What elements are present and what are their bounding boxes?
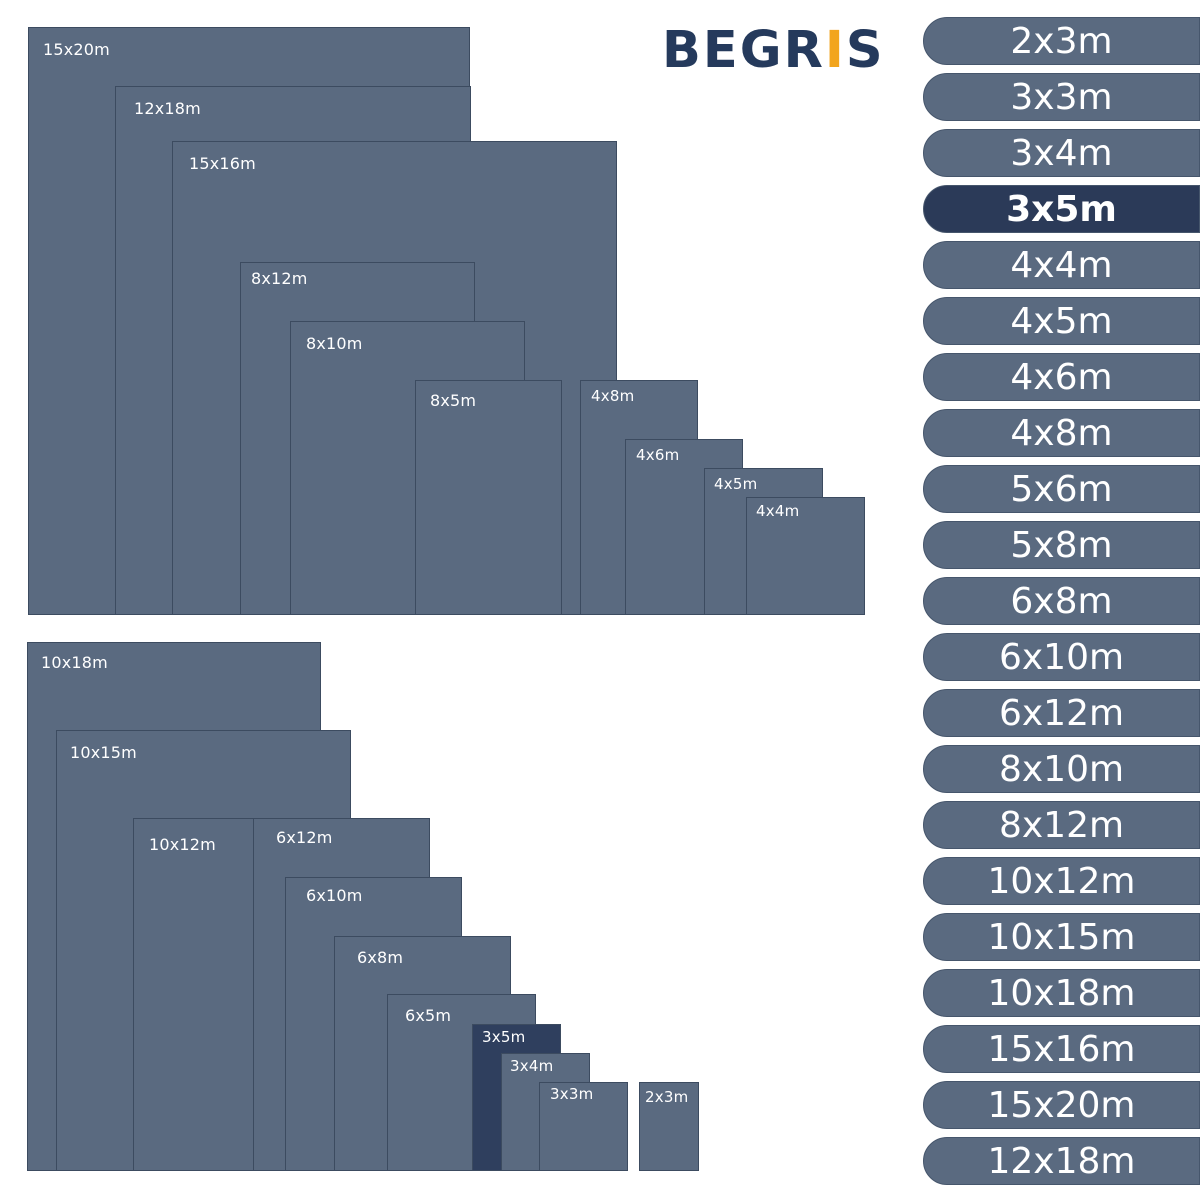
- size-option-4x5m[interactable]: 4x5m: [923, 297, 1200, 345]
- size-option-label: 5x8m: [1010, 524, 1113, 566]
- size-rect-label: 6x8m: [357, 948, 404, 967]
- size-rect-label: 2x3m: [645, 1088, 689, 1106]
- size-option-label: 12x18m: [987, 1140, 1136, 1182]
- size-option-4x8m[interactable]: 4x8m: [923, 409, 1200, 457]
- size-option-15x16m[interactable]: 15x16m: [923, 1025, 1200, 1073]
- size-option-label: 6x8m: [1010, 580, 1113, 622]
- size-rect-label: 10x15m: [70, 743, 137, 762]
- size-option-label: 5x6m: [1010, 468, 1113, 510]
- size-rect-label: 4x5m: [714, 475, 758, 493]
- size-rect-label: 6x5m: [405, 1006, 452, 1025]
- size-rect-label: 8x10m: [306, 334, 363, 353]
- size-rect-8x5: 8x5m: [415, 380, 562, 615]
- size-option-6x10m[interactable]: 6x10m: [923, 633, 1200, 681]
- size-option-label: 10x12m: [987, 860, 1136, 902]
- logo-letter-s: S: [845, 20, 885, 80]
- size-rect-label: 6x12m: [276, 828, 333, 847]
- size-rect-label: 4x6m: [636, 446, 680, 464]
- size-option-label: 4x5m: [1010, 300, 1113, 342]
- size-option-15x20m[interactable]: 15x20m: [923, 1081, 1200, 1129]
- size-rect-label: 8x5m: [430, 391, 477, 410]
- size-option-5x6m[interactable]: 5x6m: [923, 465, 1200, 513]
- size-rect-label: 10x12m: [149, 835, 216, 854]
- size-rect-label: 4x4m: [756, 502, 800, 520]
- size-option-label: 4x8m: [1010, 412, 1113, 454]
- size-rect-label: 3x5m: [482, 1028, 526, 1046]
- size-rect-2x3: 2x3m: [639, 1082, 699, 1171]
- size-option-label: 3x5m: [1006, 188, 1117, 230]
- size-option-3x4m[interactable]: 3x4m: [923, 129, 1200, 177]
- size-option-label: 3x3m: [1010, 76, 1113, 118]
- size-option-label: 6x12m: [998, 692, 1125, 734]
- size-option-5x8m[interactable]: 5x8m: [923, 521, 1200, 569]
- size-rect-label: 6x10m: [306, 886, 363, 905]
- size-option-8x10m[interactable]: 8x10m: [923, 745, 1200, 793]
- size-option-label: 8x10m: [998, 748, 1125, 790]
- logo-letter-b: B: [662, 20, 703, 80]
- size-rect-label: 3x4m: [510, 1057, 554, 1075]
- size-option-8x12m[interactable]: 8x12m: [923, 801, 1200, 849]
- size-rect-label: 8x12m: [251, 269, 308, 288]
- size-rect-label: 12x18m: [134, 99, 201, 118]
- size-option-label: 6x10m: [998, 636, 1125, 678]
- size-option-label: 4x6m: [1010, 356, 1113, 398]
- size-option-4x4m[interactable]: 4x4m: [923, 241, 1200, 289]
- size-rect-label: 4x8m: [591, 387, 635, 405]
- size-option-10x15m[interactable]: 10x15m: [923, 913, 1200, 961]
- size-rect-3x3: 3x3m: [539, 1082, 628, 1171]
- size-option-6x12m[interactable]: 6x12m: [923, 689, 1200, 737]
- size-option-label: 10x18m: [987, 972, 1136, 1014]
- logo-letter-e: E: [702, 20, 740, 80]
- size-option-label: 3x4m: [1010, 132, 1113, 174]
- size-option-3x3m[interactable]: 3x3m: [923, 73, 1200, 121]
- size-option-4x6m[interactable]: 4x6m: [923, 353, 1200, 401]
- size-selector-list: 2x3m 3x3m 3x4m 3x5m 4x4m 4x5m 4x6m 4x8m 5x6m 5x8m…: [923, 17, 1200, 1193]
- size-rect-4x4: 4x4m: [746, 497, 865, 615]
- size-rect-label: 3x3m: [550, 1085, 594, 1103]
- size-option-10x12m[interactable]: 10x12m: [923, 857, 1200, 905]
- size-option-label: 2x3m: [1010, 20, 1113, 62]
- size-option-3x5m[interactable]: 3x5m: [923, 185, 1200, 233]
- size-option-label: 15x16m: [987, 1028, 1136, 1070]
- size-option-label: 15x20m: [987, 1084, 1136, 1126]
- logo-letter-i: I: [824, 20, 846, 80]
- size-option-label: 4x4m: [1010, 244, 1113, 286]
- size-option-6x8m[interactable]: 6x8m: [923, 577, 1200, 625]
- size-option-10x18m[interactable]: 10x18m: [923, 969, 1200, 1017]
- size-option-label: 8x12m: [998, 804, 1125, 846]
- size-option-label: 10x15m: [987, 916, 1136, 958]
- size-rect-label: 10x18m: [41, 653, 108, 672]
- logo-letters-gr: GR: [739, 20, 825, 80]
- begris-logo: B E GR I S: [662, 20, 885, 80]
- size-option-2x3m[interactable]: 2x3m: [923, 17, 1200, 65]
- size-option-12x18m[interactable]: 12x18m: [923, 1137, 1200, 1185]
- size-rect-label: 15x16m: [189, 154, 256, 173]
- size-rect-label: 15x20m: [43, 40, 110, 59]
